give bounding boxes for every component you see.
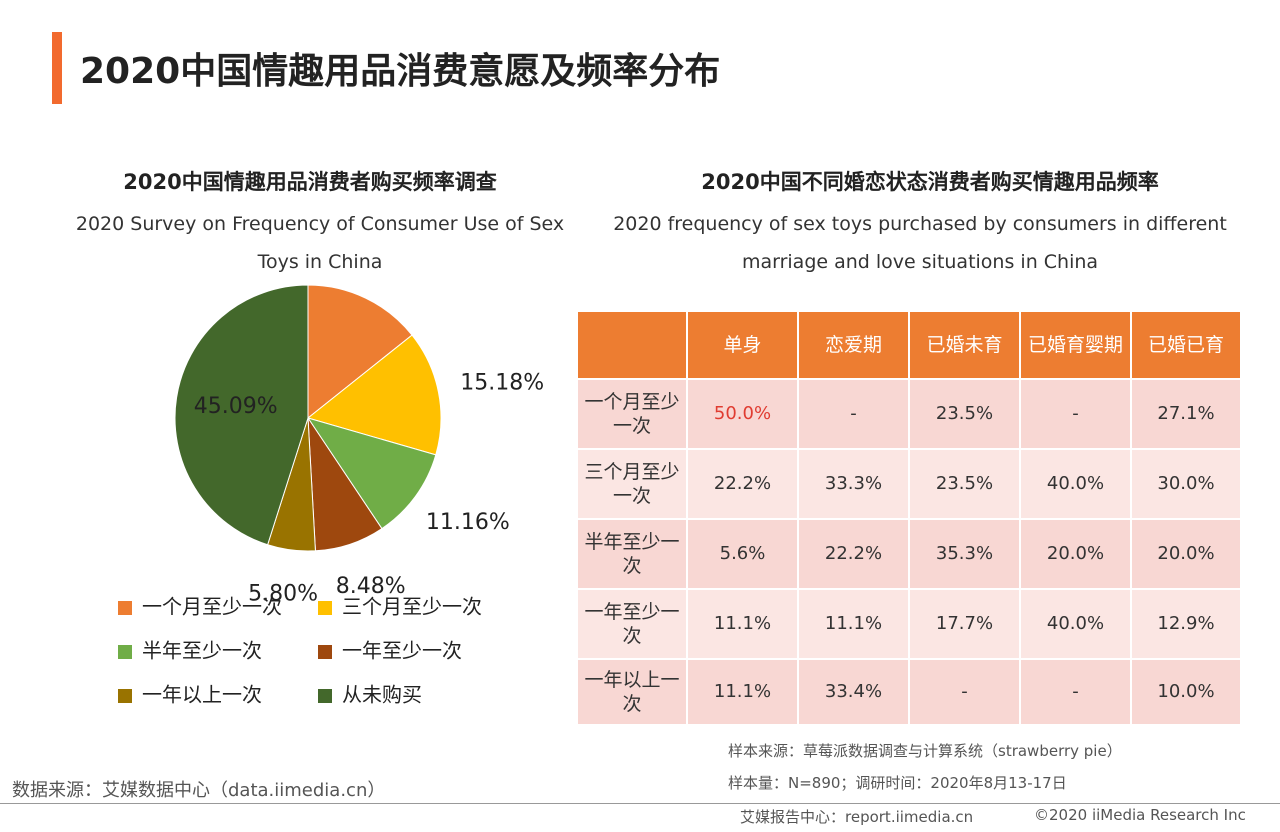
row-label: 一个月至少一次 [578,380,686,448]
copyright: ©2020 iiMedia Research Inc [1034,806,1246,824]
pie-slice [306,417,437,530]
row-label: 半年至少一次 [578,520,686,588]
table-cell: 22.2% [688,450,797,518]
data-label: 5.80% [248,582,318,607]
legend-swatch [118,601,132,615]
table-cell: 11.1% [688,660,797,724]
legend-swatch [318,601,332,615]
data-label: 8.48% [336,574,406,599]
table-title: 2020中国不同婚恋状态消费者购买情趣用品频率 [701,170,1159,194]
table-cell: 11.1% [799,590,908,658]
legend-label: 一年至少一次 [342,639,462,663]
legend-label: 一年以上一次 [142,683,262,707]
pie-slice [306,334,442,456]
table: 单身 恋爱期 已婚未育 已婚育婴期 已婚已育 一个月至少一次 50.0% -23.5% -27.… [578,312,1242,726]
column-header: 单身 [688,312,797,378]
table-cell: 40.0% [1021,590,1130,658]
table-cell: - [1021,380,1130,448]
legend-label: 三个月至少一次 [342,595,482,619]
table-cell: - [910,660,1019,724]
table-cell: 33.4% [799,660,908,724]
table-cell: 23.5% [910,450,1019,518]
table-cell: 5.6% [688,520,797,588]
report-center: 艾媒报告中心：report.iimedia.cn [740,808,974,826]
legend-label: 一个月至少一次 [142,595,282,619]
sample-source: 样本来源：草莓派数据调查与计算系统（strawberry pie） [728,742,1122,760]
data-label: 15.18% [460,370,544,395]
table-cell: 50.0% [688,380,797,448]
data-label: 45.09% [194,394,278,419]
page-title: 2020中国情趣用品消费意愿及频率分布 [80,51,721,92]
row-label: 三个月至少一次 [578,450,686,518]
column-header: 恋爱期 [799,312,908,378]
column-header: 已婚已育 [1132,312,1240,378]
table-subtitle: 2020 frequency of sex toys purchased by … [613,213,1227,273]
pie-slice [174,284,309,546]
table-cell: 10.0% [1132,660,1240,724]
table-cell: 12.9% [1132,590,1240,658]
legend-swatch [118,645,132,659]
column-header: 已婚未育 [910,312,1019,378]
table-cell: 23.5% [910,380,1019,448]
table-cell: 20.0% [1132,520,1240,588]
title-bar [52,32,62,104]
footer-line [0,803,1280,804]
row-label: 一年以上一次 [578,660,686,724]
sample-size: 样本量：N=890；调研时间：2020年8月13-17日 [728,774,1067,792]
table-cell: 30.0% [1132,450,1240,518]
data-label: 11.16% [426,510,510,535]
table-cell: 20.0% [1021,520,1130,588]
table-cell: 33.3% [799,450,908,518]
legend-swatch [118,689,132,703]
legend-swatch [318,689,332,703]
table-cell: 11.1% [688,590,797,658]
legend-swatch [318,645,332,659]
table-cell: - [799,380,908,448]
pie-slice [307,284,413,420]
pie-title: 2020中国情趣用品消费者购买频率调查 [123,170,497,194]
table-cell: 22.2% [799,520,908,588]
column-header: 已婚育婴期 [1021,312,1130,378]
row-label: 一年至少一次 [578,590,686,658]
pie-chart: 14.29%15.18%11.16%8.48%5.80%45.09%一个月至少一… [118,284,544,707]
table-cell: - [1021,660,1130,724]
data-source: 数据来源：艾媒数据中心（data.iimedia.cn） [12,780,386,801]
legend-label: 从未购买 [342,683,422,707]
table-cell: 40.0% [1021,450,1130,518]
table-cell: 35.3% [910,520,1019,588]
table-cell: 27.1% [1132,380,1240,448]
header-corner [578,312,686,378]
pie-subtitle: 2020 Survey on Frequency of Consumer Use… [75,213,565,273]
legend-label: 半年至少一次 [142,639,262,663]
table-cell: 17.7% [910,590,1019,658]
